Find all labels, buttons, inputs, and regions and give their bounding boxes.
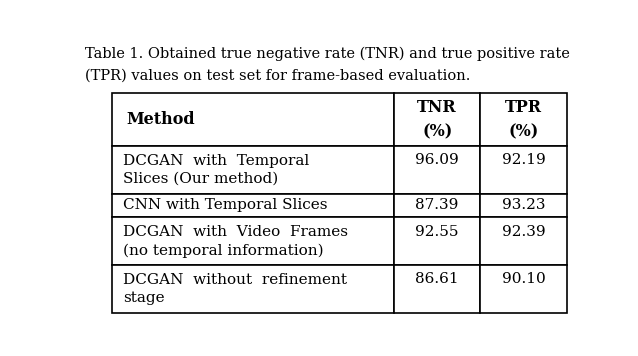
Text: Table 1. Obtained true negative rate (TNR) and true positive rate: Table 1. Obtained true negative rate (TN… <box>85 47 570 61</box>
Text: 90.10: 90.10 <box>501 272 545 286</box>
Bar <box>112 218 394 265</box>
Text: (TPR) values on test set for frame-based evaluation.: (TPR) values on test set for frame-based… <box>85 69 470 83</box>
Bar <box>394 146 480 194</box>
Bar <box>480 93 567 146</box>
Text: TNR
(%): TNR (%) <box>417 99 457 140</box>
Text: 92.55: 92.55 <box>415 225 459 239</box>
Bar <box>480 146 567 194</box>
Bar <box>112 194 394 218</box>
Text: TPR
(%): TPR (%) <box>505 99 542 140</box>
Bar <box>112 146 394 194</box>
Text: CNN with Temporal Slices: CNN with Temporal Slices <box>123 198 328 213</box>
Bar <box>112 265 394 313</box>
Text: DCGAN  without  refinement
stage: DCGAN without refinement stage <box>123 273 347 305</box>
Text: DCGAN  with  Temporal
Slices (Our method): DCGAN with Temporal Slices (Our method) <box>123 153 309 186</box>
Bar <box>480 265 567 313</box>
Text: 93.23: 93.23 <box>502 198 545 213</box>
Bar <box>394 93 480 146</box>
Text: 96.09: 96.09 <box>415 153 459 167</box>
Bar <box>112 93 394 146</box>
Text: 87.39: 87.39 <box>415 198 459 213</box>
Bar <box>480 218 567 265</box>
Bar <box>480 194 567 218</box>
Text: DCGAN  with  Video  Frames
(no temporal information): DCGAN with Video Frames (no temporal inf… <box>123 225 348 258</box>
Bar <box>394 265 480 313</box>
Bar <box>394 194 480 218</box>
Text: 86.61: 86.61 <box>415 272 459 286</box>
Text: Method: Method <box>126 111 195 128</box>
Text: 92.39: 92.39 <box>501 225 545 239</box>
Bar <box>394 218 480 265</box>
Text: 92.19: 92.19 <box>501 153 545 167</box>
